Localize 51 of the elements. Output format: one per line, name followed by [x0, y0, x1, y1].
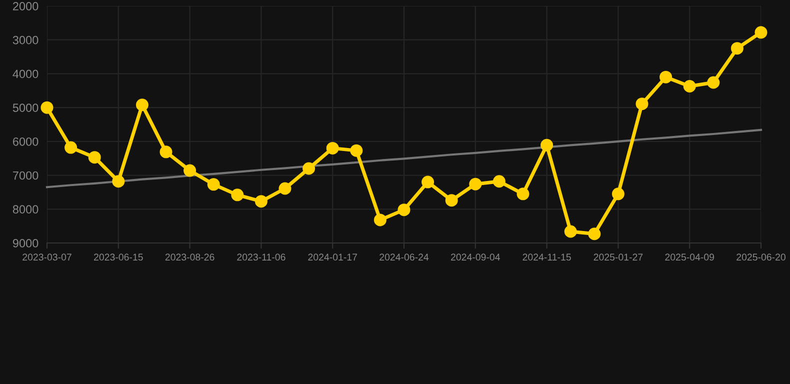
y-tick-label: 7000 — [13, 171, 38, 180]
line-series — [46, 128, 762, 188]
x-tick-label: 2024-09-04 — [451, 254, 500, 261]
point — [422, 176, 434, 188]
x-tick-label: 2023-11-06 — [237, 254, 286, 261]
x-tick-label: 2025-04-09 — [665, 254, 714, 261]
x-tick-label: 2023-08-26 — [165, 254, 214, 261]
x-tick-label: 2025-01-27 — [594, 254, 643, 261]
point — [374, 214, 386, 226]
x-tick-label: 2023-03-07 — [22, 254, 72, 261]
y-tick-label: 5000 — [12, 104, 38, 112]
x-tick-label: 2025-06-20 — [736, 254, 786, 261]
x-tick-label: 2024-06-24 — [380, 254, 429, 261]
point — [469, 178, 482, 190]
y-tick-label: 6000 — [13, 137, 38, 146]
point — [445, 194, 458, 207]
point — [660, 70, 672, 84]
point — [540, 138, 554, 152]
y-tick-label: 3000 — [12, 36, 38, 44]
x-tick-label: 2023-06-15 — [94, 254, 143, 261]
point — [350, 144, 363, 157]
point — [398, 204, 410, 216]
y-tick-label: 4000 — [12, 70, 38, 78]
point — [302, 162, 316, 175]
point — [40, 101, 54, 114]
y-tick-label: 8000 — [12, 205, 38, 214]
point — [184, 164, 196, 177]
point — [254, 195, 268, 208]
point — [112, 175, 125, 188]
point — [207, 178, 220, 191]
point — [730, 42, 744, 55]
point — [707, 76, 720, 89]
x-tick-label: 2024-01-17 — [308, 254, 357, 261]
point — [683, 80, 696, 92]
x-tick-label: 2024-11-15 — [522, 254, 571, 261]
y-tick-label: 2000 — [13, 2, 38, 10]
point — [88, 151, 101, 164]
point — [278, 182, 292, 195]
y-tick-label: 9000 — [12, 239, 38, 248]
point — [326, 142, 339, 154]
point — [64, 141, 78, 154]
point — [492, 175, 506, 188]
point — [636, 98, 648, 110]
point — [516, 188, 530, 200]
point — [754, 26, 768, 39]
point — [564, 225, 577, 238]
point — [160, 146, 172, 158]
point — [231, 188, 244, 202]
point — [588, 228, 601, 240]
point — [136, 98, 148, 112]
point — [612, 188, 624, 200]
